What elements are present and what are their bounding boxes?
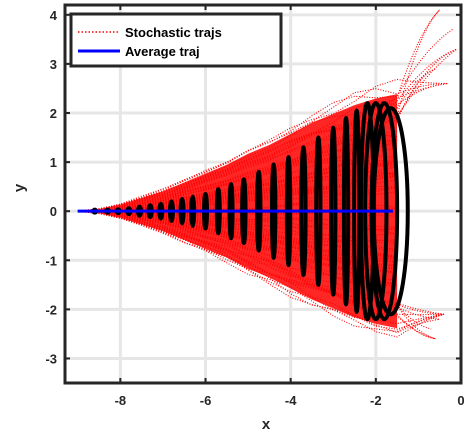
stochastic-trajectory-24 xyxy=(77,210,398,263)
stochastic-trajectory-67 xyxy=(77,210,445,330)
x-tick-label-3: -2 xyxy=(370,393,382,408)
stochastic-trajectory-40 xyxy=(77,9,441,212)
x-tick-labels: -8 -6 -4 -2 0 xyxy=(115,393,465,408)
stochastic-trajectory-29 xyxy=(77,78,449,212)
y-tick-label-6: 3 xyxy=(50,57,57,72)
legend-label-stochastic: Stochastic trajs xyxy=(125,25,222,40)
axes-box xyxy=(63,3,463,385)
y-tick-label-4: 1 xyxy=(50,155,57,170)
y-axis-label: y xyxy=(11,183,28,192)
y-tick-label-5: 2 xyxy=(50,106,57,121)
stochastic-trajectory-7 xyxy=(77,210,398,266)
stochastic-trajectory-1 xyxy=(77,29,453,212)
stochastic-trajectory-83 xyxy=(77,210,445,325)
stochastic-trajectory-35 xyxy=(77,210,445,333)
stochastic-trajectory-52 xyxy=(77,210,398,258)
y-tick-label-3: 0 xyxy=(50,204,57,219)
stochastic-trajectory-74 xyxy=(77,82,449,212)
x-tick-label-2: -4 xyxy=(285,393,297,408)
x-tick-label-4: 0 xyxy=(457,393,464,408)
legend-label-average: Average traj xyxy=(125,44,200,59)
y-tick-label-2: -1 xyxy=(45,253,57,268)
stochastic-trajectory-78 xyxy=(77,210,398,287)
stochastic-trajectory-6 xyxy=(77,210,440,320)
x-tick-label-0: -8 xyxy=(115,393,127,408)
x-tick-label-1: -6 xyxy=(200,393,212,408)
stochastic-trajectory-57 xyxy=(77,158,398,212)
x-axis-label: x xyxy=(262,416,271,433)
y-tick-label-1: -2 xyxy=(45,302,57,317)
y-tick-label-7: 4 xyxy=(50,8,58,23)
legend-box xyxy=(69,12,283,68)
tick-marks xyxy=(65,5,462,383)
legend: Stochastic trajs Average traj xyxy=(69,12,283,68)
y-tick-labels: -3 -2 -1 0 1 2 3 4 xyxy=(45,8,57,367)
y-tick-label-0: -3 xyxy=(45,351,57,366)
plot-area xyxy=(77,9,458,340)
stochastic-trajectory-56 xyxy=(77,132,398,212)
